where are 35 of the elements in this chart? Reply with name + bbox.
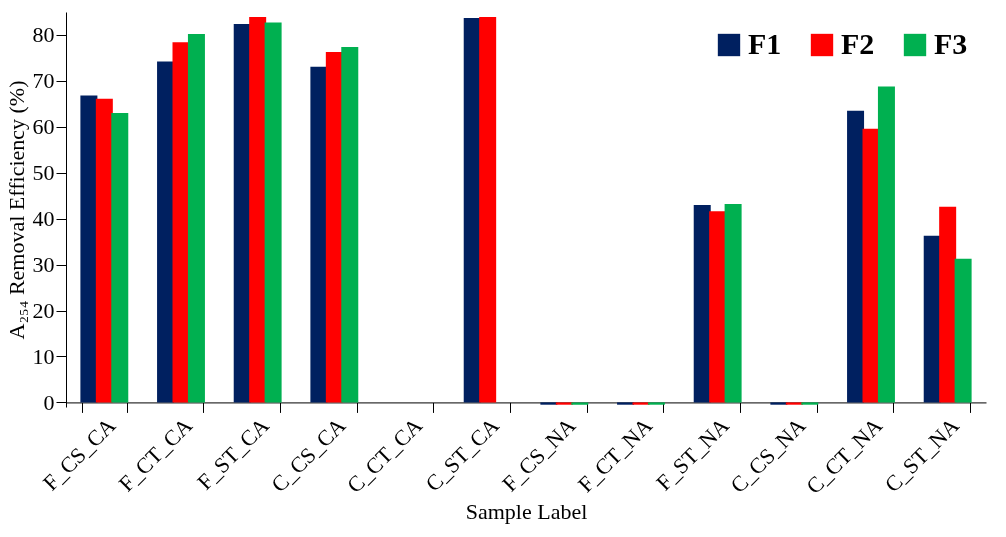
bar xyxy=(540,402,558,405)
y-tick-label: 60 xyxy=(32,114,55,140)
bar xyxy=(310,66,328,403)
bar xyxy=(157,61,175,403)
legend-label: F3 xyxy=(934,27,968,60)
y-tick-label: 40 xyxy=(32,206,55,232)
legend-label: F2 xyxy=(841,27,875,60)
legend-label: F1 xyxy=(748,27,782,60)
bar xyxy=(770,402,788,405)
bar xyxy=(647,402,665,405)
y-tick-label: 50 xyxy=(32,160,55,186)
y-tick-label: 30 xyxy=(32,252,55,278)
y-tick-label: 10 xyxy=(32,343,55,369)
y-tick-label: 70 xyxy=(32,68,55,94)
bar xyxy=(847,110,865,403)
bar xyxy=(954,258,972,403)
bar xyxy=(187,34,205,403)
y-tick-label: 80 xyxy=(32,22,55,48)
y-tick-label: 20 xyxy=(32,298,55,324)
y-tick-label: 0 xyxy=(43,389,55,415)
bar xyxy=(801,402,819,405)
bar xyxy=(724,203,742,403)
bar xyxy=(341,46,359,403)
bar xyxy=(249,17,267,403)
bar xyxy=(939,206,957,403)
bar xyxy=(617,402,635,405)
bar xyxy=(264,22,282,403)
x-axis-title: Sample Label xyxy=(465,499,588,525)
bar xyxy=(80,95,98,403)
bar xyxy=(479,17,497,403)
bar xyxy=(877,86,895,403)
bar xyxy=(571,402,589,405)
bar xyxy=(111,113,129,403)
bar xyxy=(709,211,727,403)
y-axis-title: A₂₅₄ Removal Efficiency (%) xyxy=(3,80,29,340)
